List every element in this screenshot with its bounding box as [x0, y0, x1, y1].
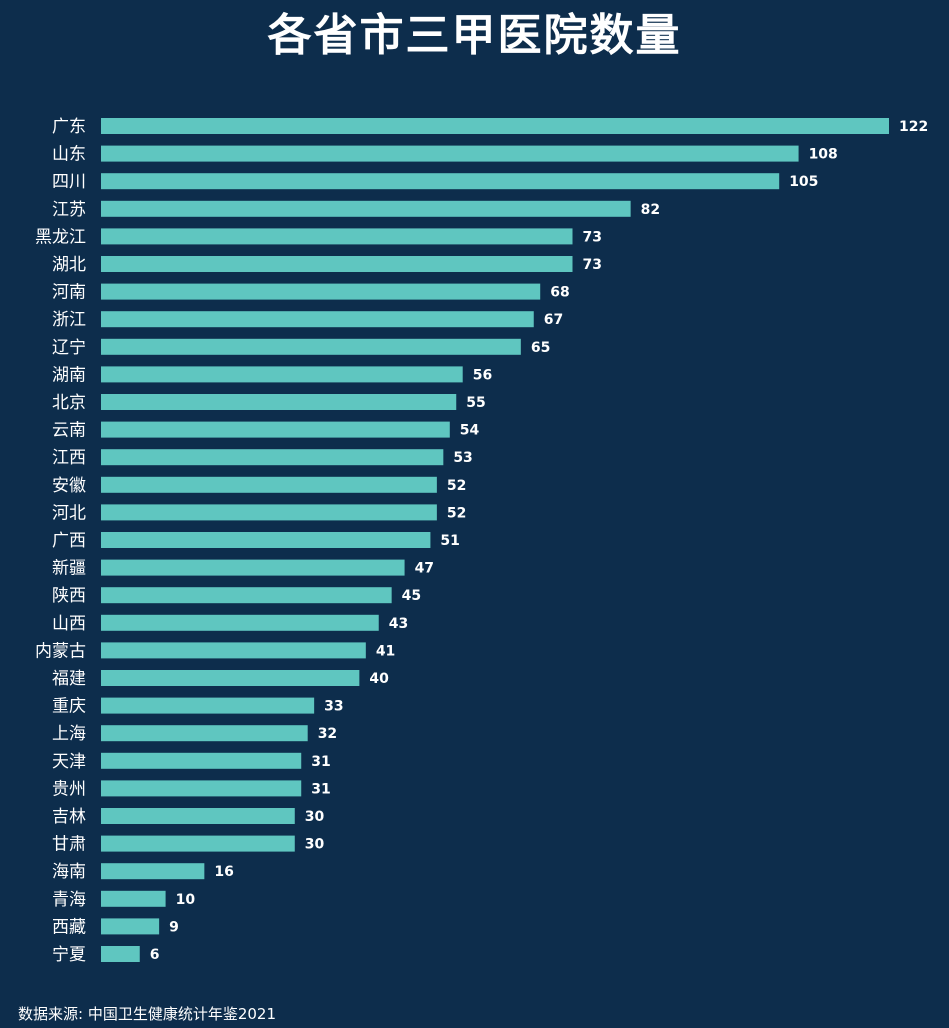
category-label: 浙江: [52, 310, 86, 330]
bar: [101, 145, 799, 162]
bar: [101, 918, 160, 935]
value-label: 30: [305, 837, 325, 853]
value-label: 56: [473, 367, 492, 383]
bar: [101, 863, 205, 880]
category-label: 青海: [52, 890, 86, 910]
value-label: 32: [318, 726, 337, 742]
value-label: 41: [376, 643, 395, 659]
bar: [101, 835, 295, 852]
value-label: 51: [440, 533, 459, 549]
value-label: 122: [899, 119, 928, 135]
value-label: 45: [402, 588, 421, 604]
category-label: 湖南: [52, 365, 86, 385]
bar: [101, 587, 392, 604]
category-label: 辽宁: [52, 338, 86, 358]
bar: [101, 614, 379, 631]
value-label: 65: [531, 340, 550, 356]
value-label: 6: [150, 947, 160, 963]
bar: [101, 449, 444, 466]
category-label: 天津: [52, 752, 86, 772]
value-label: 33: [324, 699, 343, 715]
bar: [101, 256, 573, 272]
value-label: 54: [460, 423, 480, 439]
value-label: 16: [214, 864, 233, 880]
category-label: 四川: [52, 172, 86, 192]
value-label: 30: [305, 809, 325, 825]
category-label: 陕西: [52, 586, 86, 606]
value-label: 52: [447, 505, 466, 521]
value-label: 105: [789, 174, 818, 190]
bar: [101, 946, 140, 962]
bar: [101, 808, 295, 824]
category-label: 北京: [52, 393, 86, 413]
category-label: 内蒙古: [35, 641, 86, 661]
bar: [101, 228, 573, 245]
bar: [101, 890, 166, 907]
value-label: 9: [169, 919, 179, 935]
bar: [101, 118, 889, 134]
value-label: 52: [447, 478, 466, 494]
bar: [101, 476, 437, 493]
bar: [101, 173, 780, 190]
category-label: 海南: [52, 862, 86, 882]
category-label: 黑龙江: [35, 227, 86, 247]
category-label: 上海: [52, 724, 86, 744]
category-label: 山东: [52, 145, 86, 165]
bar: [101, 421, 450, 438]
value-label: 31: [311, 754, 330, 770]
category-label: 吉林: [52, 807, 86, 827]
category-label: 河南: [52, 283, 86, 303]
bar: [101, 532, 431, 548]
value-label: 73: [583, 229, 602, 245]
bar: [101, 311, 534, 328]
category-label: 湖北: [52, 255, 86, 275]
value-label: 55: [466, 395, 485, 411]
value-label: 67: [544, 312, 563, 328]
category-label: 江西: [52, 448, 86, 468]
category-label: 重庆: [52, 697, 86, 717]
value-label: 68: [550, 285, 569, 301]
chart-title: 各省市三甲医院数量: [267, 10, 682, 61]
bar: [101, 725, 308, 742]
value-label: 53: [453, 450, 472, 466]
value-label: 73: [583, 257, 602, 273]
category-label: 福建: [52, 669, 86, 689]
value-label: 40: [369, 671, 389, 687]
category-label: 西藏: [52, 917, 86, 937]
value-label: 31: [311, 781, 330, 797]
category-label: 贵州: [52, 779, 86, 799]
value-label: 43: [389, 616, 408, 632]
category-label: 广东: [52, 117, 86, 137]
bar: [101, 200, 631, 217]
value-label: 108: [809, 147, 838, 163]
data-source-note: 数据来源: 中国卫生健康统计年鉴2021: [18, 1005, 276, 1023]
category-label: 河北: [52, 503, 86, 523]
bar: [101, 697, 315, 714]
bar: [101, 670, 360, 686]
category-label: 云南: [52, 421, 86, 441]
bar: [101, 366, 463, 383]
category-label: 山西: [52, 614, 86, 634]
category-label: 江苏: [52, 200, 86, 220]
bar: [101, 642, 366, 659]
value-label: 82: [641, 202, 660, 218]
category-label: 甘肃: [52, 835, 86, 855]
bar: [101, 752, 302, 769]
bar: [101, 394, 457, 410]
value-label: 10: [176, 892, 196, 908]
bar: [101, 780, 302, 797]
value-label: 47: [415, 561, 434, 577]
bar: [101, 559, 405, 576]
category-label: 新疆: [52, 559, 86, 579]
category-label: 广西: [52, 531, 86, 551]
category-label: 安徽: [52, 476, 86, 496]
bar: [101, 283, 541, 300]
bar: [101, 504, 437, 521]
category-label: 宁夏: [52, 945, 86, 965]
bar: [101, 338, 521, 355]
